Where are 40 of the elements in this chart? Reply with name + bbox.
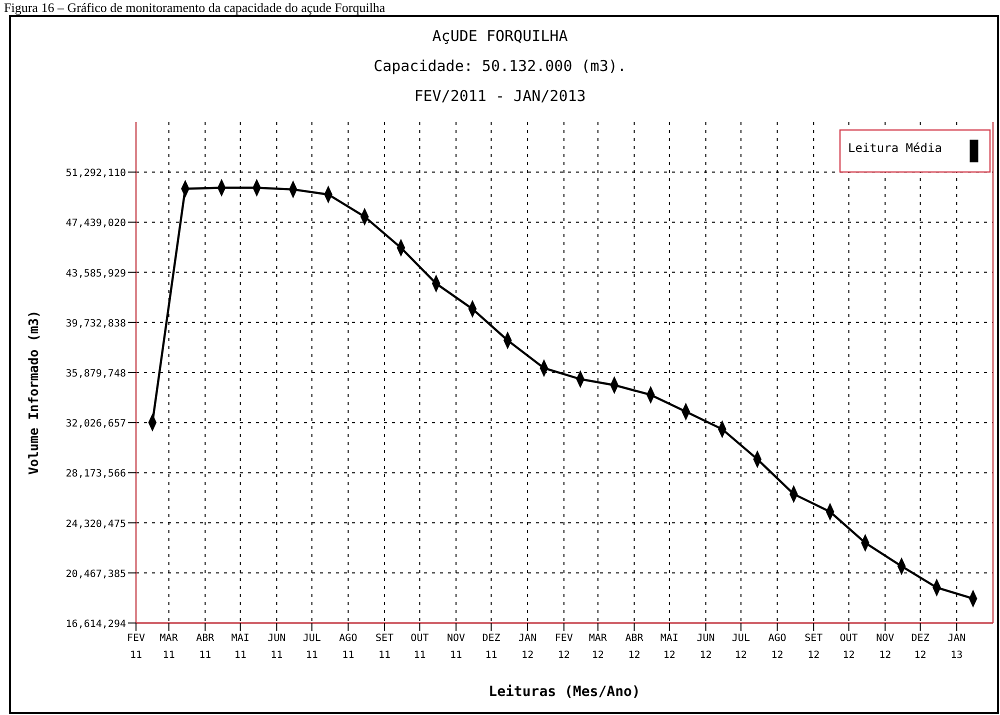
x-tick-label: DEZ 12 [911, 633, 930, 661]
x-tick-label: MAR 11 [160, 633, 179, 661]
x-tick-label: JUL 12 [732, 633, 750, 661]
y-tick-label: 47,439,020 [66, 218, 126, 230]
x-tick-label: JUN 11 [268, 633, 286, 661]
x-tick-label: DEZ 11 [482, 633, 500, 661]
x-tick-label: ABR 12 [625, 633, 644, 661]
x-tick-label: OUT 12 [840, 633, 858, 661]
x-tick-label: JUL 11 [302, 633, 321, 661]
y-tick-label: 32,026,657 [66, 418, 126, 430]
x-tick-label: NOV 11 [447, 633, 466, 661]
x-tick-label: OUT 11 [410, 633, 429, 661]
legend-label: Leitura Média [848, 141, 942, 155]
x-tick-label: FEV 12 [554, 633, 573, 661]
y-tick-label: 51,292,110 [66, 168, 126, 180]
x-tick-label: JAN 13 [948, 633, 966, 661]
x-tick-label: MAI 12 [660, 633, 678, 661]
x-axis-title: Leituras (Mes/Ano) [488, 684, 640, 700]
text: Figura 16 – Gráfico de monitoramento da capacidade do açude Forquilha [4, 0, 386, 15]
y-tick-label: 28,173,566 [66, 468, 126, 480]
x-tick-label: AGO 11 [339, 633, 358, 661]
x-tick-label: MAI 11 [231, 633, 250, 661]
chart-title: AçUDE FORQUILHA [432, 27, 568, 45]
chart-subtitle: Capacidade: 50.132.000 (m3). FEV/2011 - JAN/2013 [374, 57, 626, 105]
x-tick-label: ABR 11 [196, 633, 216, 661]
y-tick-label: 24,320,475 [66, 518, 126, 530]
y-axis-title: Volume Informado (m3) [27, 310, 42, 475]
y-tick-label: 35,879,748 [66, 368, 126, 380]
x-tick-label: NOV 12 [876, 633, 894, 661]
y-tick-label: 16,614,294 [66, 619, 126, 630]
x-tick-label: AGO 12 [768, 633, 786, 661]
y-tick-label: 39,732,838 [66, 318, 126, 330]
x-tick-label: FEV 11 [126, 633, 146, 661]
x-tick-label: MAR 12 [588, 633, 608, 661]
x-tick-label: SET 12 [804, 633, 823, 661]
y-tick-label: 43,585,929 [66, 268, 126, 280]
x-tick-label: SET 11 [376, 633, 394, 661]
x-tick-label: JUN 12 [696, 633, 715, 661]
x-tick-label: JAN 12 [518, 633, 537, 661]
y-tick-label: 20,467,385 [66, 568, 126, 580]
